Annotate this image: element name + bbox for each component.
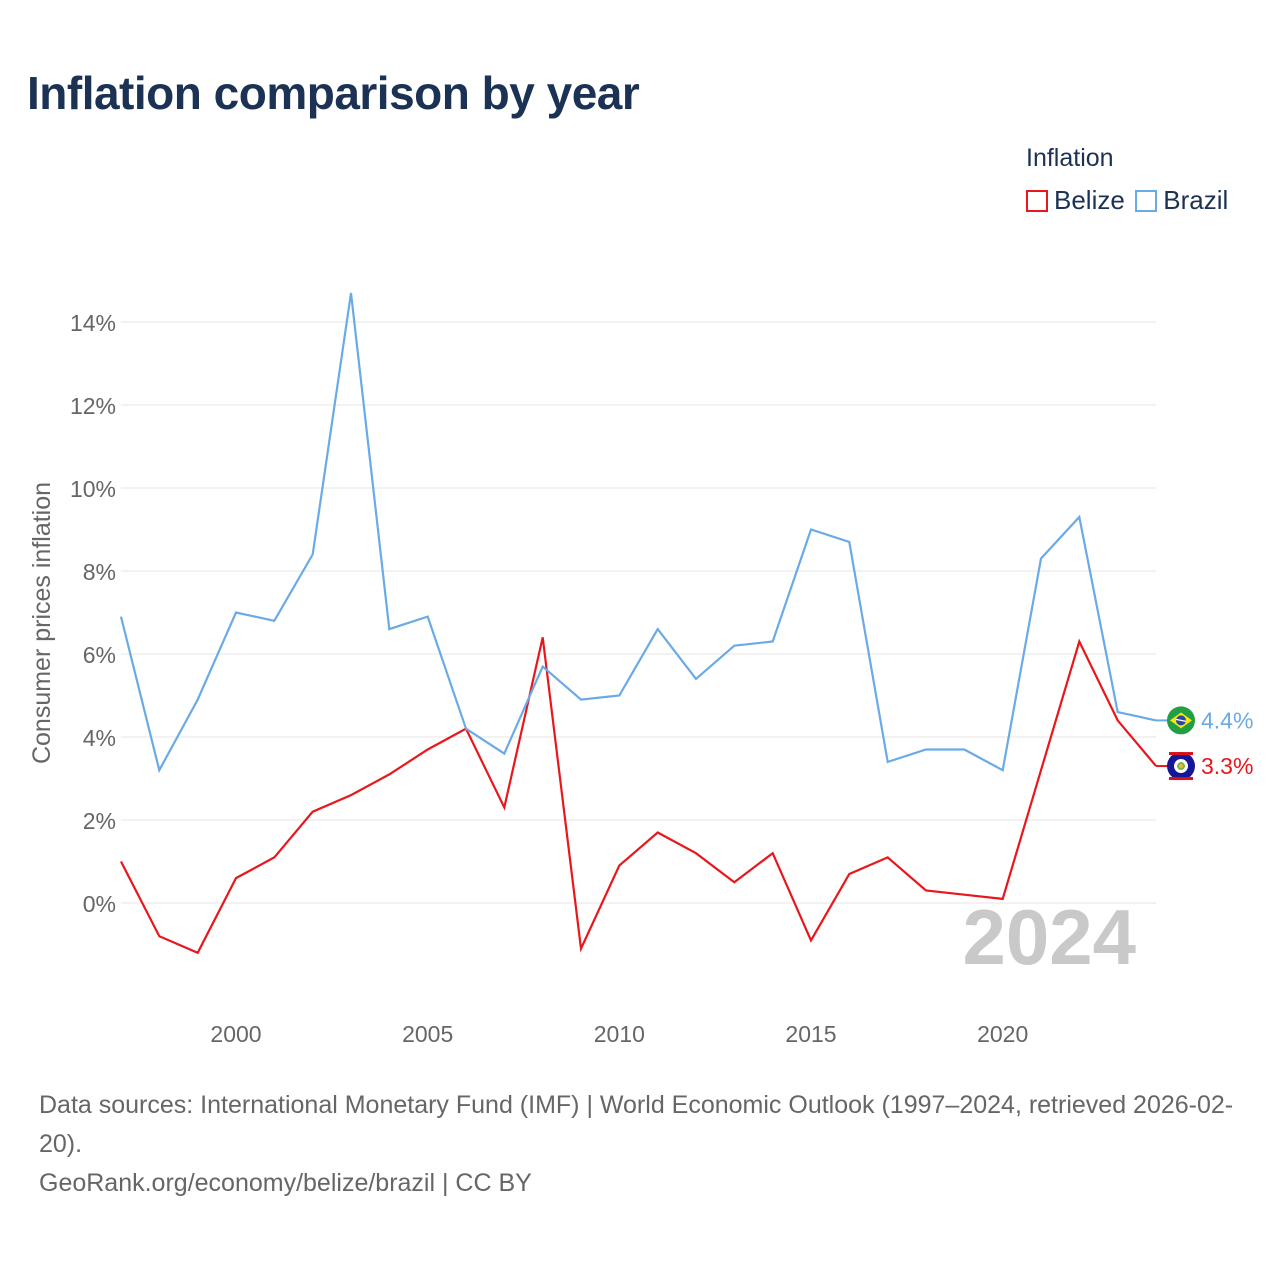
y-tick-label: 14% bbox=[70, 310, 116, 336]
x-tick-label: 2020 bbox=[977, 1021, 1028, 1047]
y-axis-label: Consumer prices inflation bbox=[28, 482, 56, 764]
y-tick-label: 10% bbox=[70, 476, 116, 502]
brazil-flag-icon bbox=[1167, 706, 1195, 735]
legend-title: Inflation bbox=[1026, 144, 1114, 172]
grid bbox=[121, 321, 1156, 904]
y-axis-ticks: 0% 2% 4% 6% 8% 10% 12% 14% bbox=[70, 310, 116, 917]
legend: Inflation Belize Brazil bbox=[1026, 144, 1234, 217]
y-tick-label: 2% bbox=[83, 808, 116, 834]
x-tick-label: 2000 bbox=[210, 1021, 261, 1047]
chart-title: Inflation comparison by year bbox=[27, 67, 640, 119]
x-tick-label: 2005 bbox=[402, 1021, 453, 1047]
series-lines bbox=[119, 292, 1157, 955]
belize-flag-icon bbox=[1167, 752, 1195, 781]
y-tick-label: 4% bbox=[83, 725, 116, 751]
end-label-belize: 3.3% bbox=[1201, 753, 1253, 779]
footer: Data sources: International Monetary Fun… bbox=[39, 1086, 1249, 1203]
x-axis-ticks: 2000 2005 2010 2015 2020 bbox=[210, 1021, 1028, 1047]
y-tick-label: 8% bbox=[83, 559, 116, 585]
y-tick-label: 12% bbox=[70, 393, 116, 419]
series-line-brazil[interactable] bbox=[119, 292, 1157, 774]
legend-item-belize[interactable]: Belize bbox=[1026, 185, 1125, 216]
data-sources-text: Data sources: International Monetary Fun… bbox=[39, 1091, 1234, 1158]
credit-link[interactable]: GeoRank.org/economy/belize/brazil | CC B… bbox=[39, 1169, 532, 1197]
x-tick-label: 2015 bbox=[785, 1021, 836, 1047]
y-tick-label: 0% bbox=[83, 891, 116, 917]
y-tick-label: 6% bbox=[83, 642, 116, 668]
x-tick-label: 2010 bbox=[594, 1021, 645, 1047]
watermark-year: 2024 bbox=[962, 893, 1136, 981]
legend-swatch-brazil bbox=[1135, 189, 1158, 212]
legend-item-brazil[interactable]: Brazil bbox=[1135, 185, 1228, 216]
end-label-brazil: 4.4% bbox=[1201, 707, 1253, 733]
end-labels: 3.3% 4.4% bbox=[1156, 706, 1253, 781]
legend-label-brazil: Brazil bbox=[1163, 185, 1229, 215]
series-line-belize[interactable] bbox=[120, 637, 1157, 955]
legend-label-belize: Belize bbox=[1054, 185, 1125, 215]
legend-swatch-belize bbox=[1026, 189, 1048, 212]
